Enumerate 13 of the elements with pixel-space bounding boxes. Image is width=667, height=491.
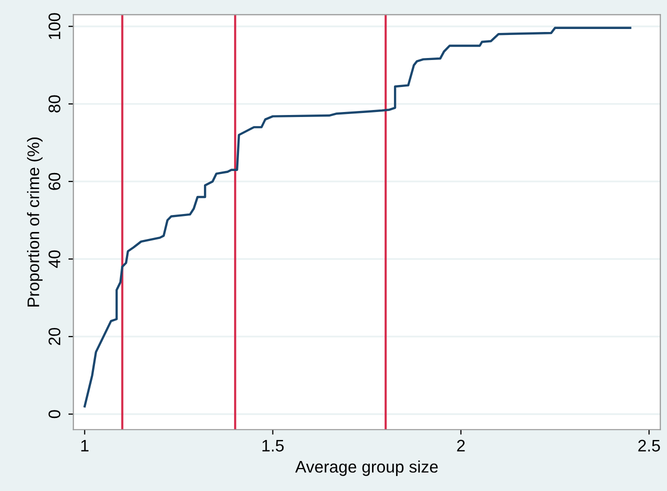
- x-tick-label: 2.5: [638, 440, 660, 452]
- y-tick-label: 100: [48, 13, 60, 39]
- x-tick-label: 1.5: [262, 440, 284, 452]
- y-axis-title: Proportion of crime (%): [27, 138, 43, 306]
- y-tick-label: 80: [48, 95, 60, 112]
- x-axis-title: Average group size: [295, 460, 438, 476]
- y-tick-label: 20: [48, 328, 60, 345]
- x-tick-label: 2: [457, 440, 465, 452]
- y-tick-label: 0: [48, 410, 60, 418]
- y-tick-label: 40: [48, 250, 60, 268]
- x-tick-label: 1: [81, 440, 88, 452]
- line-series: [84, 26, 632, 408]
- y-tick-label: 60: [48, 172, 60, 190]
